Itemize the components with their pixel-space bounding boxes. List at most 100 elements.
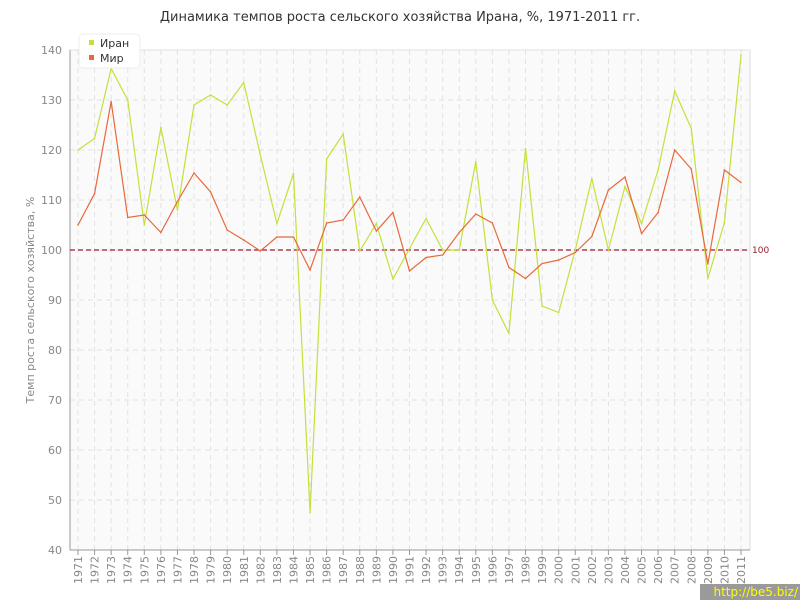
x-tick-label: 1980 bbox=[221, 556, 234, 584]
y-axis-label: Темп роста сельского хозяйства, % bbox=[24, 197, 37, 405]
legend bbox=[78, 33, 141, 69]
x-tick-label: 1993 bbox=[437, 556, 450, 584]
x-tick-label: 2010 bbox=[718, 556, 731, 584]
data-point bbox=[574, 251, 577, 254]
data-point bbox=[176, 209, 179, 211]
x-tick-label: 1996 bbox=[486, 556, 499, 584]
data-point bbox=[176, 200, 179, 203]
data-point bbox=[640, 232, 643, 235]
data-point bbox=[375, 230, 378, 232]
data-point bbox=[276, 222, 278, 225]
data-point bbox=[325, 222, 328, 224]
data-point bbox=[508, 266, 510, 269]
x-tick-label: 1998 bbox=[520, 556, 533, 584]
data-point bbox=[93, 137, 96, 140]
data-point bbox=[392, 211, 394, 214]
data-point bbox=[690, 168, 693, 170]
x-tick-label: 1982 bbox=[254, 556, 267, 584]
y-tick-label: 100 bbox=[41, 244, 62, 257]
data-point bbox=[160, 231, 162, 234]
x-tick-label: 1978 bbox=[188, 556, 201, 584]
x-tick-label: 1985 bbox=[304, 556, 317, 584]
x-tick-label: 2006 bbox=[652, 556, 665, 584]
data-point bbox=[77, 149, 79, 151]
x-tick-label: 1989 bbox=[370, 556, 383, 584]
x-tick-label: 2005 bbox=[636, 556, 649, 584]
data-point bbox=[458, 231, 461, 234]
x-tick-label: 1975 bbox=[138, 556, 151, 584]
data-point bbox=[193, 104, 195, 106]
legend-swatch bbox=[89, 55, 94, 60]
data-point bbox=[226, 229, 228, 231]
data-point bbox=[624, 176, 626, 178]
data-point bbox=[143, 224, 146, 226]
data-point bbox=[342, 219, 345, 221]
data-point bbox=[557, 311, 560, 314]
data-point bbox=[640, 222, 643, 225]
x-tick-label: 1984 bbox=[287, 556, 300, 584]
data-point bbox=[475, 213, 477, 215]
x-tick-label: 1988 bbox=[354, 556, 367, 584]
data-point bbox=[209, 94, 212, 96]
data-point bbox=[425, 256, 427, 259]
data-point bbox=[740, 54, 742, 56]
x-tick-label: 1971 bbox=[72, 556, 85, 584]
data-point bbox=[309, 269, 311, 271]
data-point bbox=[441, 254, 444, 256]
data-point bbox=[591, 177, 593, 180]
y-tick-label: 120 bbox=[41, 144, 62, 157]
y-tick-label: 70 bbox=[48, 394, 62, 407]
data-point bbox=[309, 511, 311, 514]
x-tick-label: 1973 bbox=[105, 556, 118, 584]
data-point bbox=[673, 149, 676, 151]
data-point bbox=[226, 104, 228, 106]
data-point bbox=[607, 189, 610, 191]
y-tick-label: 40 bbox=[48, 544, 62, 557]
data-point bbox=[723, 221, 726, 224]
x-tick-label: 1981 bbox=[238, 556, 251, 584]
data-point bbox=[591, 235, 593, 238]
data-point bbox=[541, 262, 543, 265]
x-tick-label: 2003 bbox=[602, 556, 615, 584]
y-tick-label: 80 bbox=[48, 344, 62, 357]
x-tick-label: 1976 bbox=[155, 556, 168, 584]
data-point bbox=[193, 172, 195, 174]
data-point bbox=[707, 263, 709, 265]
data-point bbox=[475, 160, 477, 163]
x-tick-label: 2002 bbox=[586, 556, 599, 584]
data-point bbox=[358, 196, 361, 198]
data-point bbox=[292, 172, 295, 175]
data-point bbox=[574, 249, 577, 251]
x-tick-label: 1983 bbox=[271, 556, 284, 584]
x-tick-label: 1994 bbox=[453, 556, 466, 584]
data-point bbox=[607, 249, 610, 251]
y-tick-label: 90 bbox=[48, 294, 62, 307]
data-point bbox=[524, 277, 527, 280]
data-point bbox=[259, 154, 262, 156]
y-tick-label: 50 bbox=[48, 494, 62, 507]
x-tick-label: 2001 bbox=[569, 556, 582, 584]
data-point bbox=[441, 249, 444, 251]
data-point bbox=[160, 126, 162, 129]
data-point bbox=[425, 217, 427, 220]
x-tick-label: 1995 bbox=[470, 556, 483, 584]
x-tick-label: 2000 bbox=[553, 556, 566, 584]
x-tick-label: 1979 bbox=[205, 556, 218, 584]
data-point bbox=[110, 100, 112, 103]
x-tick-label: 1997 bbox=[503, 556, 516, 584]
x-tick-label: 1990 bbox=[387, 556, 400, 584]
y-tick-label: 60 bbox=[48, 444, 62, 457]
data-point bbox=[126, 216, 129, 219]
data-point bbox=[242, 81, 245, 84]
reference-line-label: 100 bbox=[752, 246, 769, 256]
x-tick-label: 1986 bbox=[321, 556, 334, 584]
data-point bbox=[242, 239, 245, 241]
x-tick-label: 1977 bbox=[171, 556, 184, 584]
data-point bbox=[624, 185, 626, 188]
data-point bbox=[209, 191, 212, 193]
data-point bbox=[126, 99, 129, 101]
data-point bbox=[408, 247, 411, 250]
data-point bbox=[524, 147, 527, 150]
y-tick-label: 110 bbox=[41, 194, 62, 207]
